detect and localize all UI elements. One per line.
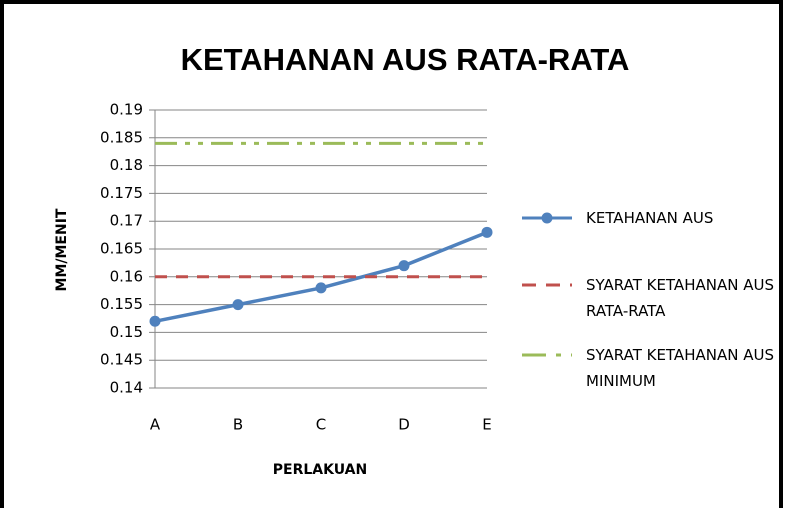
x-tick-label: B: [233, 416, 243, 434]
legend-label: KETAHANAN AUS: [586, 209, 714, 227]
x-tick-label: C: [316, 416, 326, 434]
y-tick-label: 0.17: [110, 212, 143, 230]
marker: [232, 299, 244, 311]
marker: [398, 260, 410, 272]
y-tick-label: 0.16: [110, 267, 143, 285]
y-tick-label: 0.155: [100, 295, 143, 313]
x-tick-label: D: [398, 416, 410, 434]
y-tick-label: 0.15: [110, 323, 143, 341]
marker: [315, 282, 327, 294]
y-tick-label: 0.185: [100, 128, 143, 146]
y-tick-label: 0.14: [110, 379, 143, 397]
x-axis-label: PERLAKUAN: [273, 462, 367, 478]
y-tick-label: 0.19: [110, 101, 143, 119]
legend-marker: [541, 212, 553, 224]
y-axis-label: MM/MENIT: [54, 208, 70, 291]
y-tick-label: 0.18: [110, 156, 143, 174]
legend-label: SYARAT KETAHANAN AUS RATA-RATA: [586, 276, 774, 320]
x-tick-label: A: [150, 416, 161, 434]
chart-title: KETAHANAN AUS RATA-RATA: [181, 42, 630, 77]
marker: [149, 315, 161, 327]
y-tick-label: 0.145: [100, 351, 143, 369]
marker: [481, 226, 493, 238]
legend-label: SYARAT KETAHANAN AUS MINIMUM: [586, 346, 774, 390]
y-tick-label: 0.165: [100, 240, 143, 258]
x-tick-label: E: [482, 416, 491, 434]
y-tick-label: 0.175: [100, 184, 143, 202]
